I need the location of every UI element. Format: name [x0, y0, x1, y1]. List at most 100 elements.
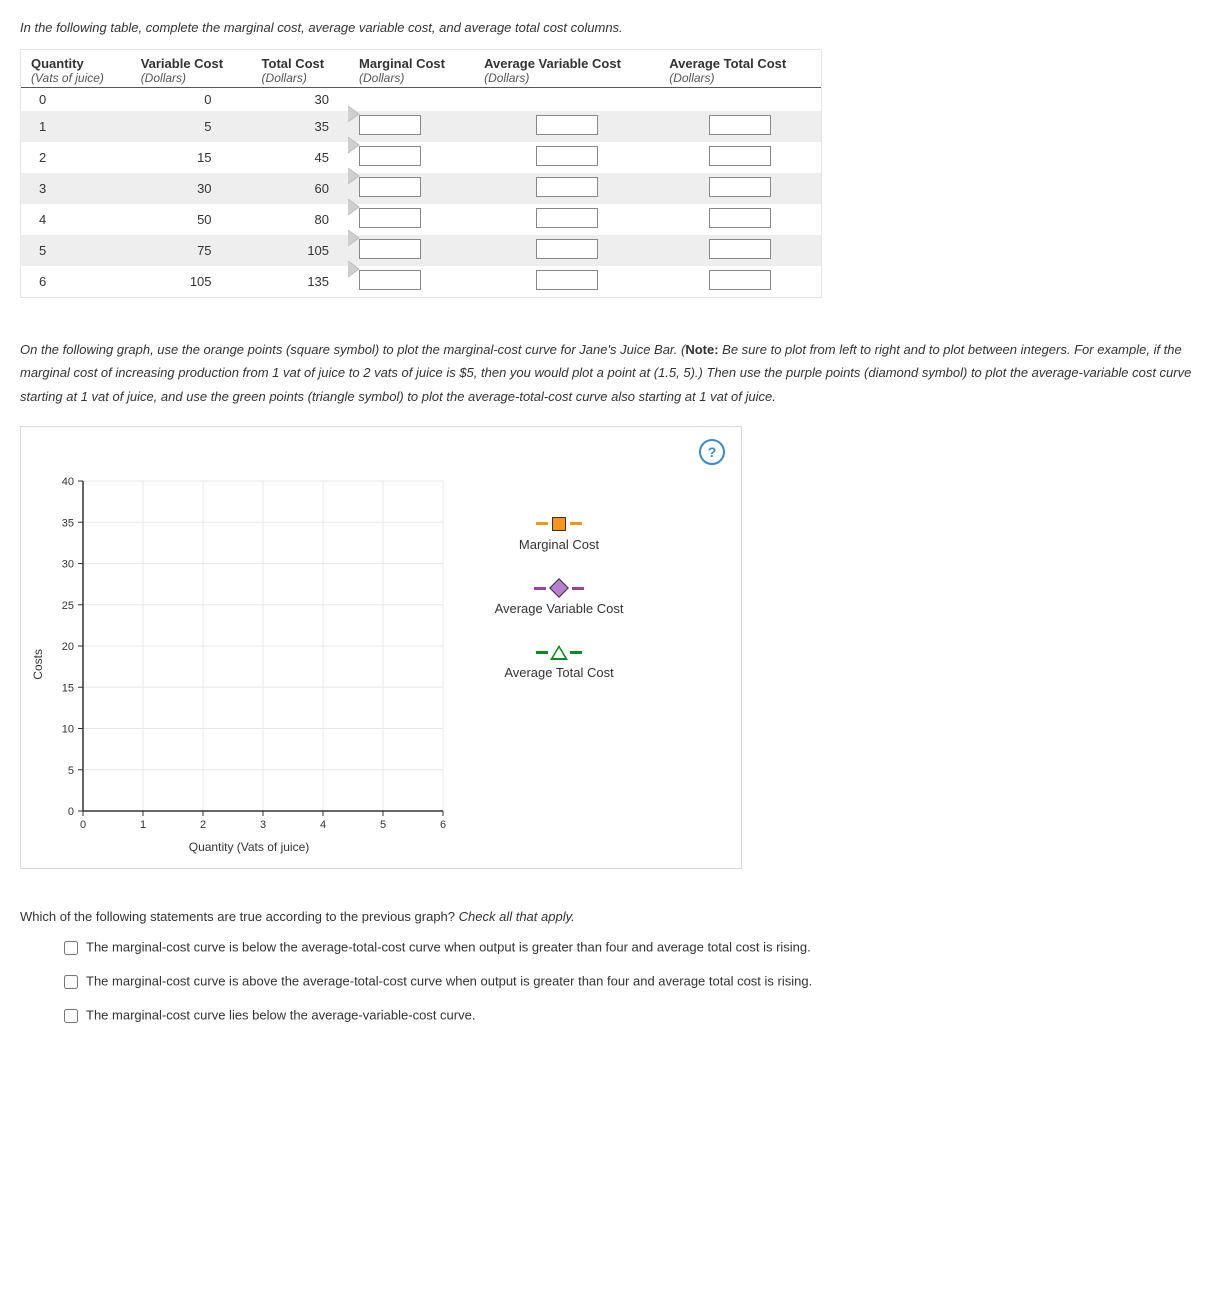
legend: Marginal Cost Average Variable Cost Averag…	[449, 475, 639, 708]
mc-input[interactable]	[359, 208, 421, 228]
option-checkbox[interactable]	[64, 1009, 78, 1023]
cell-quantity: 4	[21, 204, 131, 235]
svg-text:30: 30	[62, 559, 74, 571]
cell-atc	[659, 235, 821, 266]
col-header: Total Cost(Dollars)	[252, 50, 349, 88]
avc-input[interactable]	[536, 239, 598, 259]
svg-text:5: 5	[380, 819, 386, 831]
avc-input[interactable]	[536, 115, 598, 135]
table-row: 45080	[21, 204, 821, 235]
table-row: 575105	[21, 235, 821, 266]
cell-quantity: 2	[21, 142, 131, 173]
cell: 80	[252, 204, 349, 235]
cost-table: Quantity(Vats of juice)Variable Cost(Dol…	[21, 50, 821, 297]
cell-atc	[659, 266, 821, 297]
svg-text:0: 0	[80, 819, 86, 831]
cell-mc	[349, 204, 474, 235]
legend-label: Average Total Cost	[479, 665, 639, 680]
svg-text:6: 6	[440, 819, 446, 831]
plot-area[interactable]: 05101520253035400123456	[49, 475, 449, 833]
cell-atc	[659, 204, 821, 235]
option-checkbox[interactable]	[64, 975, 78, 989]
col-header: Variable Cost(Dollars)	[131, 50, 252, 88]
svg-text:15: 15	[62, 682, 74, 694]
cell: 0	[131, 88, 252, 112]
mc-input[interactable]	[359, 270, 421, 290]
svg-text:5: 5	[68, 765, 74, 777]
cell-mc	[349, 235, 474, 266]
cell-atc	[659, 173, 821, 204]
chart-panel: ? Costs 05101520253035400123456 Quantity…	[20, 426, 742, 869]
svg-text:1: 1	[140, 819, 146, 831]
option-row: The marginal-cost curve is below the ave…	[60, 938, 1206, 958]
cell: 30	[252, 88, 349, 112]
y-axis-label: Costs	[31, 649, 45, 680]
col-header: Quantity(Vats of juice)	[21, 50, 131, 88]
cell: 5	[131, 111, 252, 142]
svg-text:35: 35	[62, 517, 74, 529]
mc-input[interactable]	[359, 239, 421, 259]
cell-avc	[474, 204, 659, 235]
cell-quantity: 5	[21, 235, 131, 266]
cell: 105	[131, 266, 252, 297]
atc-input[interactable]	[709, 208, 771, 228]
cell: 50	[131, 204, 252, 235]
cell: 105	[252, 235, 349, 266]
cell-avc	[474, 111, 659, 142]
cell-mc	[349, 173, 474, 204]
option-text: The marginal-cost curve lies below the a…	[86, 1008, 475, 1023]
legend-item[interactable]: Average Variable Cost	[479, 580, 639, 617]
cell-avc	[474, 88, 659, 112]
cell-avc	[474, 266, 659, 297]
table-row: 33060	[21, 173, 821, 204]
avc-input[interactable]	[536, 208, 598, 228]
option-text: The marginal-cost curve is below the ave…	[86, 940, 811, 955]
atc-input[interactable]	[709, 177, 771, 197]
question-block: Which of the following statements are tr…	[20, 909, 1206, 1026]
cell-quantity: 3	[21, 173, 131, 204]
atc-input[interactable]	[709, 115, 771, 135]
cell-quantity: 0	[21, 88, 131, 112]
cell: 45	[252, 142, 349, 173]
cell: 15	[131, 142, 252, 173]
avc-input[interactable]	[536, 146, 598, 166]
table-row: 21545	[21, 142, 821, 173]
cell: 135	[252, 266, 349, 297]
svg-text:2: 2	[200, 819, 206, 831]
cell-quantity: 1	[21, 111, 131, 142]
svg-text:10: 10	[62, 724, 74, 736]
mc-input[interactable]	[359, 177, 421, 197]
option-text: The marginal-cost curve is above the ave…	[86, 974, 812, 989]
cell-atc	[659, 111, 821, 142]
cell-mc	[349, 142, 474, 173]
table-prompt: In the following table, complete the mar…	[20, 20, 1206, 35]
option-row: The marginal-cost curve is above the ave…	[60, 972, 1206, 992]
svg-text:0: 0	[68, 806, 74, 818]
cell-mc	[349, 111, 474, 142]
avc-input[interactable]	[536, 177, 598, 197]
option-row: The marginal-cost curve lies below the a…	[60, 1006, 1206, 1026]
svg-text:20: 20	[62, 641, 74, 653]
cell-avc	[474, 235, 659, 266]
avc-input[interactable]	[536, 270, 598, 290]
table-row: 1535	[21, 111, 821, 142]
atc-input[interactable]	[709, 239, 771, 259]
help-icon[interactable]: ?	[699, 439, 725, 465]
mc-input[interactable]	[359, 146, 421, 166]
atc-input[interactable]	[709, 146, 771, 166]
table-row: 0030	[21, 88, 821, 112]
atc-input[interactable]	[709, 270, 771, 290]
legend-item[interactable]: Average Total Cost	[479, 644, 639, 680]
option-checkbox[interactable]	[64, 941, 78, 955]
cell: 75	[131, 235, 252, 266]
cell-atc	[659, 88, 821, 112]
svg-text:4: 4	[320, 819, 326, 831]
cell: 60	[252, 173, 349, 204]
cell-mc	[349, 266, 474, 297]
mc-input[interactable]	[359, 115, 421, 135]
instr-note: Note:	[685, 342, 718, 357]
svg-text:40: 40	[62, 476, 74, 488]
legend-label: Marginal Cost	[479, 537, 639, 552]
legend-item[interactable]: Marginal Cost	[479, 515, 639, 552]
question-hint: Check all that apply.	[459, 909, 575, 924]
